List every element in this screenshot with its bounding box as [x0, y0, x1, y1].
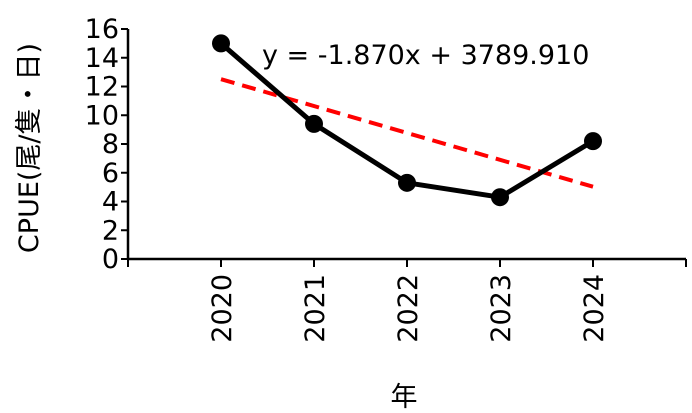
y-tick-label: 10: [85, 100, 119, 131]
data-point: [212, 34, 230, 53]
y-tick-label: 8: [102, 129, 119, 160]
y-tick-label: 0: [102, 244, 119, 275]
y-axis-title: CPUE(尾/隻・日): [14, 43, 45, 253]
data-point: [398, 173, 416, 192]
x-tick-label: 2020: [207, 274, 238, 343]
series-layer: [212, 34, 602, 207]
x-tick-label: 2021: [300, 274, 331, 343]
trendline-layer: [220, 77, 594, 189]
y-tick-label: 14: [85, 43, 119, 74]
trendline-equation: y = -1.870x + 3789.910: [262, 40, 589, 71]
y-tick-label: 12: [85, 72, 119, 103]
data-point: [305, 114, 323, 133]
x-tick-label: 2022: [393, 274, 424, 343]
y-tick-label: 6: [102, 158, 119, 189]
x-ticks: 2020 2021 2022 2023 2024: [127, 259, 687, 343]
data-point: [584, 132, 602, 151]
trendline: [220, 77, 594, 189]
x-tick-label: 2023: [486, 274, 517, 343]
x-tick-label: 2024: [579, 274, 610, 343]
x-axis-title: 年: [391, 382, 418, 413]
y-tick-label: 16: [85, 14, 119, 45]
data-point: [491, 188, 509, 207]
y-tick-label: 2: [102, 215, 119, 246]
y-tick-label: 4: [102, 187, 119, 218]
